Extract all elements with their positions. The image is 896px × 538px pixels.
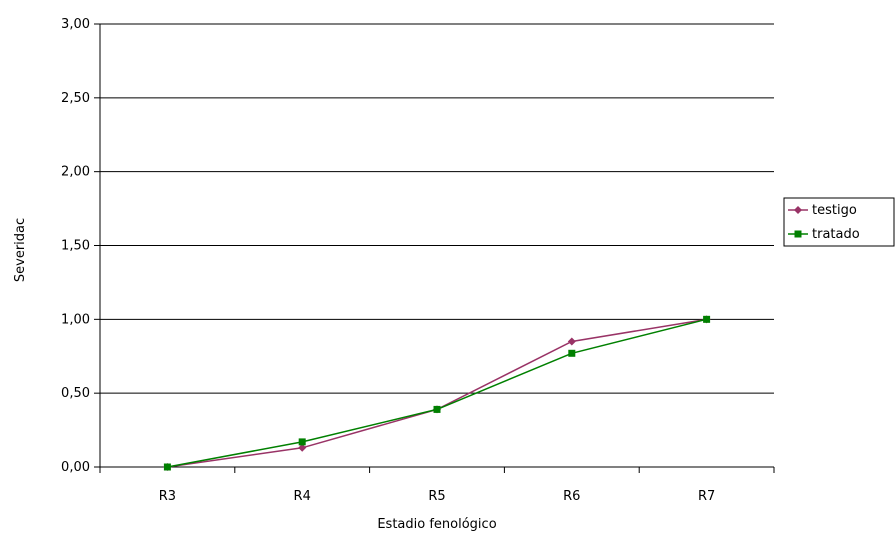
- y-tick-label: 1,00: [61, 312, 90, 327]
- y-axis-title: Severidac: [13, 218, 28, 282]
- x-axis: R3 R4 R5 R6 R7: [99, 466, 775, 504]
- y-tick-label: 1,50: [61, 239, 90, 254]
- x-tick-label: R6: [563, 489, 580, 504]
- gridlines: [100, 23, 774, 394]
- data-point-tratado: [433, 405, 441, 413]
- data-point-tratado: [703, 315, 711, 323]
- x-tick-label: R3: [159, 489, 176, 504]
- data-point-tratado: [568, 349, 576, 357]
- y-tick-label: 2,00: [61, 165, 90, 180]
- legend-label-tratado: tratado: [812, 227, 860, 242]
- legend-marker-tratado: [794, 230, 802, 238]
- series-lines: [163, 315, 711, 471]
- y-tick-label: 0,00: [61, 460, 90, 475]
- y-tick-label: 2,50: [61, 91, 90, 106]
- x-tick-label: R7: [698, 489, 715, 504]
- legend-marker-testigo: [794, 206, 802, 214]
- data-point-tratado: [163, 463, 171, 471]
- data-point-tratado: [298, 438, 306, 446]
- y-tick-label: 3,00: [61, 17, 90, 32]
- x-axis-title: Estadio fenológico: [377, 517, 496, 532]
- legend-label-testigo: testigo: [812, 203, 857, 218]
- y-axis: 0,00 0,50 1,00 1,50 2,00 2,50 3,00: [61, 17, 101, 475]
- x-tick-label: R5: [428, 489, 445, 504]
- y-tick-label: 0,50: [61, 386, 90, 401]
- data-point-testigo: [567, 337, 576, 346]
- legend-box: [783, 197, 895, 247]
- data-point-testigo: [298, 443, 307, 452]
- legend: testigo tratado: [783, 197, 895, 247]
- x-tick-label: R4: [294, 489, 311, 504]
